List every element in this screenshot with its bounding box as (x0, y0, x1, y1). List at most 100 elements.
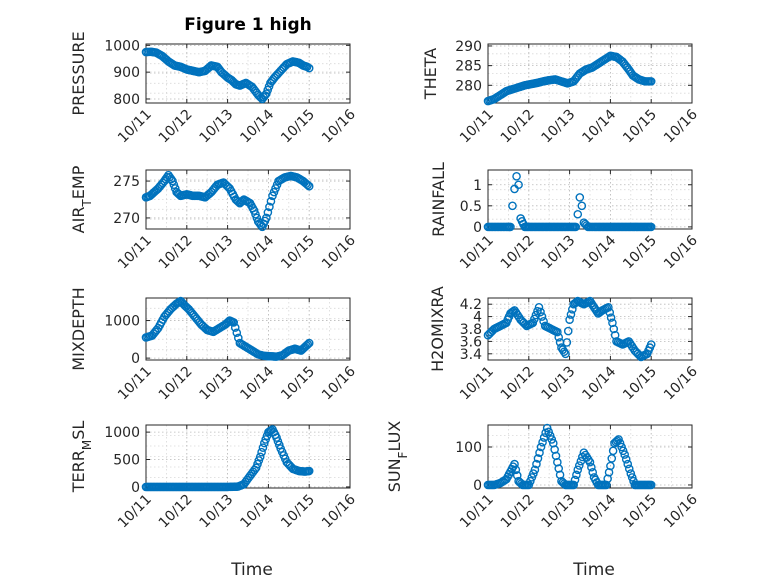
data-point (265, 202, 274, 212)
data-point (238, 196, 247, 206)
x-tick-label: 10/12 (498, 492, 538, 532)
data-point (530, 465, 540, 475)
data-point (615, 438, 625, 448)
y-tick-label: 0.5 (460, 199, 482, 215)
data-point (526, 476, 535, 486)
data-point (304, 466, 314, 476)
x-tick-label: 10/15 (278, 233, 318, 273)
data-point (554, 332, 564, 342)
data-point (263, 208, 273, 217)
data-point (251, 209, 260, 219)
data-point (561, 349, 570, 359)
data-point (535, 448, 544, 458)
y-tick-label: 4.2 (460, 297, 482, 313)
y-axis-label: AIRTEMP (69, 165, 94, 233)
subplot-8: 10/11 10/12 10/13 10/14 10/15 10/16 0 100 SUNFLU… (385, 421, 701, 580)
x-tick-label: 10/16 (319, 491, 359, 531)
data-point (606, 313, 616, 322)
data-point (232, 328, 242, 338)
data-point (255, 452, 265, 462)
data-point (609, 324, 619, 334)
x-tick-label: 10/11 (115, 233, 155, 273)
y-tick-label: 0 (131, 480, 140, 496)
y-axis-label: H2OMIXRA (428, 286, 447, 372)
data-point (566, 310, 576, 319)
y-axis-label: PRESSURE (69, 31, 88, 115)
x-tick-label: 10/14 (579, 106, 619, 146)
subplot-1: 10/11 10/12 10/13 10/14 10/15 10/16 800 900 1000… (69, 15, 359, 146)
data-point (542, 423, 552, 433)
data-point (646, 340, 656, 349)
data-point (169, 180, 179, 190)
subplot-5: 10/11 10/12 10/13 10/14 10/15 10/16 0 1000 MIXDE… (69, 287, 359, 403)
data-point (181, 302, 191, 312)
x-tick-label: 10/12 (156, 364, 196, 404)
y-axis-label: THETA (421, 48, 440, 100)
data-point (529, 469, 538, 478)
x-tick-label: 10/15 (620, 107, 660, 147)
x-tick-label: 10/14 (579, 491, 619, 531)
data-point (532, 459, 541, 469)
data-point (572, 297, 581, 307)
y-axis-label: RAINFALL (429, 162, 448, 237)
data-point (536, 307, 545, 317)
x-tick-label: 10/13 (197, 364, 237, 404)
data-point (574, 461, 584, 470)
x-tick-label: 10/15 (278, 107, 318, 147)
data-point (573, 209, 583, 219)
axes-frame (145, 424, 351, 489)
data-point (302, 341, 311, 350)
subplot-4: 10/11 10/12 10/13 10/14 10/15 10/16 0 0.5 1 RAINF… (429, 162, 701, 272)
data-point (162, 172, 172, 182)
data-point (627, 473, 637, 482)
data-point (545, 431, 555, 440)
data-point (605, 308, 615, 317)
x-tick-label: 10/12 (498, 364, 538, 404)
data-point (587, 462, 596, 472)
y-tick-label: 800 (113, 92, 140, 108)
x-tick-label: 10/13 (539, 492, 579, 532)
x-tick-label: 10/11 (115, 492, 155, 532)
axes-frame (145, 43, 351, 104)
x-tick-label: 10/16 (661, 363, 701, 403)
x-tick-label: 10/13 (197, 492, 237, 532)
data-point (646, 222, 656, 232)
x-axis-label: Time (230, 560, 273, 580)
data-point (611, 437, 621, 447)
x-tick-label: 10/16 (319, 106, 359, 146)
data-point (646, 77, 656, 86)
data-point (573, 465, 583, 475)
x-tick-label: 10/15 (620, 364, 660, 404)
data-point (559, 347, 569, 357)
x-tick-label: 10/14 (579, 363, 619, 403)
data-point (528, 318, 538, 328)
x-tick-label: 10/11 (457, 364, 497, 404)
data-point (588, 468, 598, 477)
axes-frame (487, 43, 693, 104)
data-point (506, 222, 515, 232)
data-point (646, 480, 656, 490)
data-point (230, 323, 240, 332)
y-axis-label: MIXDEPTH (69, 287, 88, 370)
x-tick-label: 10/16 (661, 232, 701, 272)
data-point (585, 457, 595, 467)
data-point (304, 181, 314, 191)
data-point (151, 186, 160, 196)
axes-layer: 10/11 10/12 10/13 10/14 10/15 10/168009001000… (69, 15, 701, 580)
x-tick-label: 10/14 (237, 363, 277, 403)
data-point (620, 450, 629, 459)
chart-title: Figure 1 high (184, 15, 312, 35)
data-point (511, 465, 521, 475)
y-tick-label: 275 (113, 174, 140, 190)
y-tick-label: 280 (455, 78, 482, 94)
y-tick-label: 0 (131, 351, 140, 367)
data-point (562, 338, 572, 347)
x-tick-label: 10/15 (278, 364, 318, 404)
data-point (572, 470, 581, 480)
data-point (617, 442, 626, 452)
x-tick-label: 10/14 (237, 491, 277, 531)
data-point (302, 62, 312, 72)
y-tick-label: 3.4 (460, 347, 482, 363)
data-point (547, 435, 557, 444)
